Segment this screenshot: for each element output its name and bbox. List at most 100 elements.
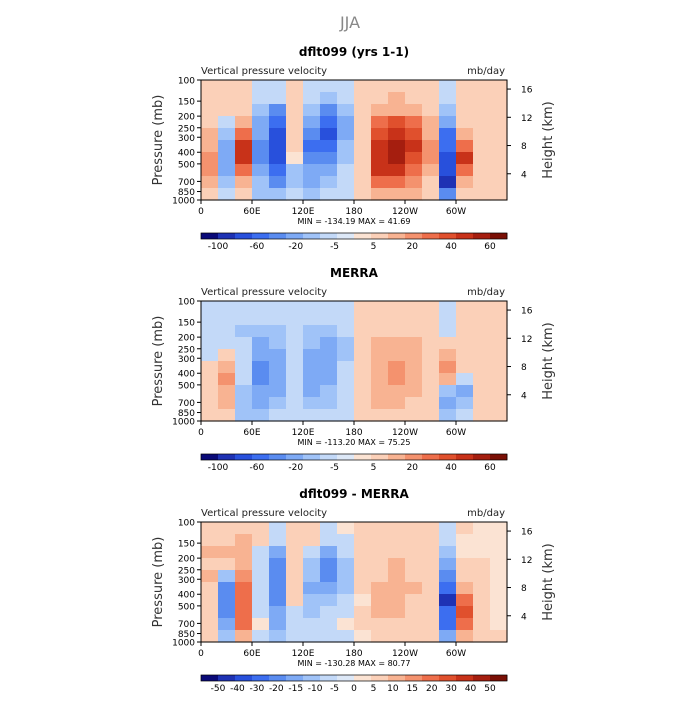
heatmap-cell — [252, 594, 270, 607]
heatmap-cell — [235, 522, 253, 535]
heatmap-cell — [201, 140, 219, 153]
heatmap-cell — [218, 80, 236, 93]
y-tick-label: 500 — [178, 160, 195, 170]
heatmap-cell — [218, 92, 236, 105]
heatmap-cell — [218, 104, 236, 117]
y-tick-label: 100 — [178, 298, 195, 308]
heatmap-cell — [252, 630, 270, 643]
heatmap-cell — [218, 570, 236, 583]
heatmap-cell — [490, 630, 508, 643]
heatmap-cell — [371, 80, 389, 93]
heatmap-cell — [269, 80, 287, 93]
heatmap-cell — [490, 140, 508, 153]
heatmap-cell — [252, 140, 270, 153]
heatmap-cell — [473, 80, 491, 93]
heatmap-cell — [303, 397, 321, 410]
heatmap-cell — [286, 582, 304, 595]
heatmap-cell — [218, 337, 236, 350]
colorbar-swatch — [252, 454, 270, 460]
heatmap-cell — [490, 546, 508, 559]
heatmap-cell — [235, 570, 253, 583]
heatmap-cell — [388, 128, 406, 141]
colorbar-swatch — [439, 675, 457, 681]
colorbar-label: 0 — [351, 684, 357, 694]
heatmap-cell — [337, 152, 355, 165]
colorbar-swatch — [235, 454, 253, 460]
heatmap-cell — [371, 313, 389, 326]
heatmap-cell — [473, 349, 491, 362]
heatmap-cell — [490, 582, 508, 595]
heatmap-cell — [201, 176, 219, 189]
heatmap-cell — [235, 116, 253, 129]
heatmap-cell — [303, 558, 321, 571]
heatmap-cell — [286, 313, 304, 326]
heatmap-cell — [371, 188, 389, 201]
heatmap-cell — [354, 630, 372, 643]
heatmap-cell — [252, 373, 270, 386]
heatmap-cell — [456, 606, 474, 619]
y-tick-label: 1000 — [172, 197, 195, 207]
heatmap-cell — [439, 349, 457, 362]
heatmap-cell — [269, 618, 287, 631]
heatmap-cell — [235, 313, 253, 326]
heatmap-cell — [490, 361, 508, 374]
colorbar-swatch — [286, 233, 304, 239]
colorbar-label: -15 — [288, 684, 303, 694]
y-tick-label: 250 — [178, 345, 195, 355]
heatmap-cell — [252, 128, 270, 141]
y-axis-label: Pressure (mb) — [151, 537, 166, 628]
y2-tick-label: 12 — [521, 114, 532, 124]
x-tick-label: 120W — [392, 428, 418, 438]
heatmap-cell — [354, 397, 372, 410]
y-tick-label: 850 — [178, 188, 195, 198]
heatmap-cell — [337, 558, 355, 571]
heatmap-cell — [201, 522, 219, 535]
heatmap-cell — [371, 546, 389, 559]
colorbar-swatch — [490, 454, 508, 460]
heatmap-cell — [252, 301, 270, 314]
heatmap-cell — [303, 152, 321, 165]
heatmap-cell — [252, 558, 270, 571]
heatmap-cell — [286, 92, 304, 105]
heatmap-cell — [456, 116, 474, 129]
heatmap-cell — [388, 80, 406, 93]
heatmap-cell — [269, 606, 287, 619]
colorbar-swatch — [354, 454, 372, 460]
heatmap-cell — [422, 373, 440, 386]
y-tick-label: 300 — [178, 355, 195, 365]
colorbar-label: -5 — [330, 684, 339, 694]
heatmap-cell — [201, 349, 219, 362]
heatmap-cell — [303, 92, 321, 105]
heatmap-cell — [490, 349, 508, 362]
heatmap-cell — [303, 361, 321, 374]
x-tick-label: 60W — [446, 428, 466, 438]
heatmap-cell — [303, 618, 321, 631]
heatmap-cell — [218, 313, 236, 326]
heatmap-cell — [269, 558, 287, 571]
heatmap-cell — [490, 618, 508, 631]
heatmap-cell — [456, 313, 474, 326]
x-tick-label: 180 — [345, 207, 362, 217]
heatmap-cell — [252, 397, 270, 410]
heatmap-cell — [201, 594, 219, 607]
heatmap-cell — [235, 534, 253, 547]
colorbar-swatch — [456, 675, 474, 681]
heatmap-cell — [337, 618, 355, 631]
heatmap-cell — [439, 80, 457, 93]
colorbar-swatch — [354, 233, 372, 239]
heatmap-cell — [473, 164, 491, 177]
colorbar-label: 60 — [484, 463, 496, 473]
y-tick-label: 300 — [178, 576, 195, 586]
stats-label: MIN = -130.28 MAX = 80.77 — [297, 659, 410, 668]
heatmap-cell — [252, 570, 270, 583]
heatmap-cell — [422, 630, 440, 643]
heatmap-cell — [405, 164, 423, 177]
y-tick-label: 400 — [178, 370, 195, 380]
heatmap-cell — [337, 325, 355, 338]
heatmap-cell — [337, 397, 355, 410]
heatmap-cell — [269, 140, 287, 153]
heatmap-cell — [473, 630, 491, 643]
colorbar-swatch — [490, 233, 508, 239]
heatmap-cell — [354, 80, 372, 93]
heatmap-cell — [337, 92, 355, 105]
